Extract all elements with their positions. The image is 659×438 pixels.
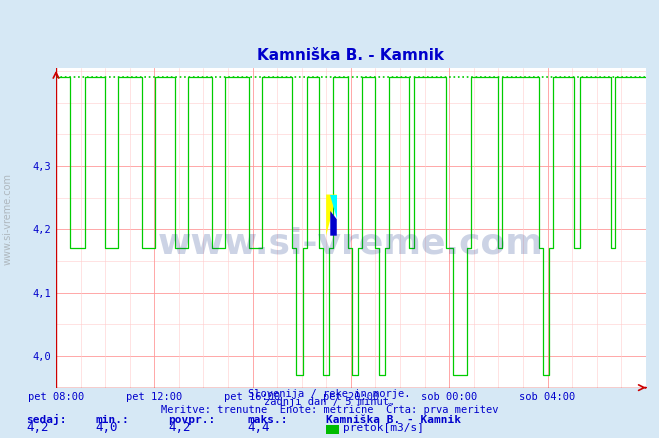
Text: Kamniška B. - Kamnik: Kamniška B. - Kamnik bbox=[326, 415, 461, 425]
Text: 4,2: 4,2 bbox=[168, 421, 190, 434]
Polygon shape bbox=[330, 194, 337, 219]
Text: 4,0: 4,0 bbox=[96, 421, 118, 434]
Text: povpr.:: povpr.: bbox=[168, 415, 215, 425]
Title: Kamniška B. - Kamnik: Kamniška B. - Kamnik bbox=[258, 48, 444, 63]
Text: 4,4: 4,4 bbox=[247, 421, 270, 434]
Text: zadnji dan / 5 minut.: zadnji dan / 5 minut. bbox=[264, 397, 395, 407]
Text: 4,2: 4,2 bbox=[26, 421, 49, 434]
Text: pretok[m3/s]: pretok[m3/s] bbox=[343, 424, 424, 434]
Text: min.:: min.: bbox=[96, 415, 129, 425]
Polygon shape bbox=[330, 211, 337, 236]
Text: Meritve: trenutne  Enote: metrične  Črta: prva meritev: Meritve: trenutne Enote: metrične Črta: … bbox=[161, 403, 498, 415]
Text: maks.:: maks.: bbox=[247, 415, 287, 425]
Polygon shape bbox=[326, 194, 337, 236]
Text: www.si-vreme.com: www.si-vreme.com bbox=[3, 173, 13, 265]
Text: sedaj:: sedaj: bbox=[26, 414, 67, 425]
Text: www.si-vreme.com: www.si-vreme.com bbox=[158, 227, 544, 261]
Text: Slovenija / reke in morje.: Slovenija / reke in morje. bbox=[248, 389, 411, 399]
